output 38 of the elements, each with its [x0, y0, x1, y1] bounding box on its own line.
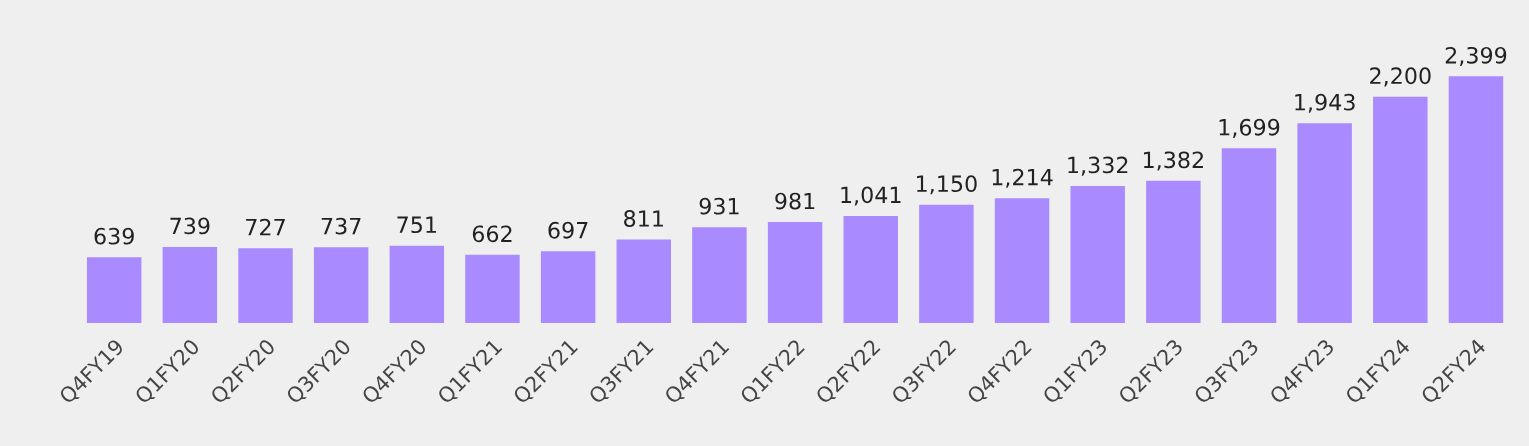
- data-label: 1,332: [1068, 156, 1128, 176]
- data-label: 1,943: [1295, 93, 1355, 113]
- data-label: 981: [775, 192, 815, 210]
- bar: [238, 248, 293, 323]
- data-label: 1,214: [992, 168, 1053, 188]
- data-label: 697: [548, 221, 588, 239]
- bar: [313, 247, 369, 323]
- data-label: 737: [321, 217, 361, 235]
- data-label: 751: [397, 216, 436, 234]
- data-label: 639: [94, 227, 134, 245]
- bar: [86, 257, 142, 323]
- bar: [465, 254, 520, 323]
- bar: [540, 251, 596, 323]
- data-label: 811: [624, 210, 663, 227]
- bar: [919, 204, 974, 323]
- bar: [994, 198, 1050, 323]
- data-label: 1,699: [1219, 118, 1280, 138]
- data-label: 727: [246, 218, 285, 236]
- bar: [1373, 96, 1428, 323]
- bar: [616, 239, 672, 323]
- data-label: 1,041: [841, 186, 901, 206]
- data-label: 1,150: [917, 175, 977, 195]
- data-label: 2,200: [1370, 67, 1431, 87]
- data-label: 662: [472, 225, 512, 243]
- bar: [767, 222, 823, 323]
- bar: [692, 227, 747, 323]
- bar: [1070, 186, 1125, 323]
- bar: [1146, 180, 1201, 323]
- data-label: 2,399: [1445, 46, 1507, 66]
- data-label: 1,382: [1143, 151, 1203, 171]
- bar: [389, 245, 445, 323]
- data-label: 931: [699, 197, 739, 215]
- bar: [1297, 123, 1352, 323]
- bar: [1221, 148, 1277, 323]
- data-label: 739: [170, 217, 210, 235]
- bar: [843, 215, 898, 323]
- bar: [162, 246, 218, 323]
- bar: [1448, 76, 1504, 323]
